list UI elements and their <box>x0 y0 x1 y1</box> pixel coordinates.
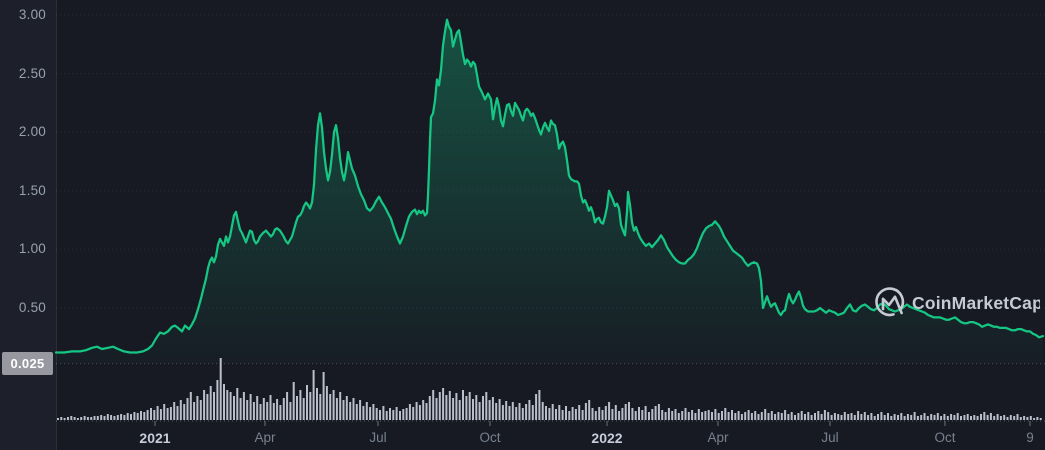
x-axis-label: 2021 <box>139 430 171 446</box>
x-axis-label: Apr <box>707 430 729 445</box>
x-axis-label: Jul <box>369 430 387 445</box>
axis-floor-price-badge: 0.025 <box>2 352 53 375</box>
y-axis-label: 1.50 <box>18 182 46 198</box>
y-axis-label: 1.00 <box>18 241 46 257</box>
y-axis-gutter <box>0 0 57 450</box>
y-axis-label: 0.50 <box>18 300 46 315</box>
coinmarketcap-watermark-text: CoinMarketCap <box>912 293 1040 313</box>
x-axis-label: 2022 <box>591 430 623 446</box>
coinmarketcap-watermark[interactable]: CoinMarketCap <box>868 282 1040 324</box>
y-axis-label: 2.50 <box>18 65 46 81</box>
x-axis-label: Jul <box>821 430 839 445</box>
x-axis-label: Oct <box>479 430 501 445</box>
x-axis-label: Oct <box>934 430 956 445</box>
x-axis-label: 9 <box>1026 430 1034 445</box>
y-axis-label: 2.00 <box>18 124 46 140</box>
x-axis-label: Apr <box>254 430 276 445</box>
coinmarketcap-logo-icon <box>875 287 905 317</box>
y-axis-label: 3.00 <box>18 7 46 22</box>
